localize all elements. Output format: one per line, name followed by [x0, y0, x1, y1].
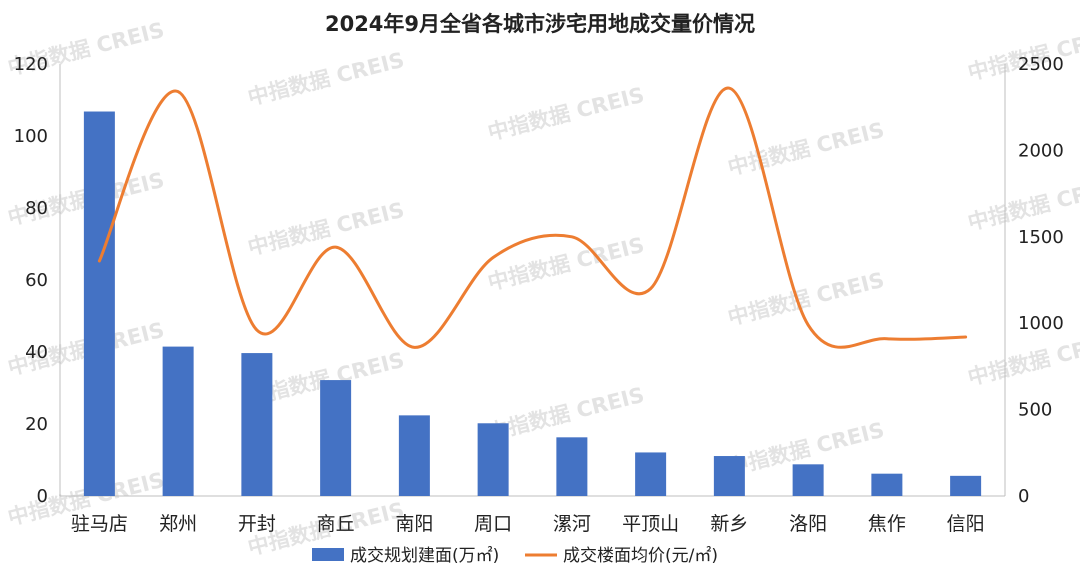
- category-label: 漯河: [553, 513, 591, 535]
- bar: [635, 452, 667, 496]
- legend-bar-label: 成交规划建面(万㎡): [350, 546, 499, 566]
- category-label: 洛阳: [789, 513, 827, 535]
- right-tick-label: 1500: [1018, 227, 1064, 248]
- watermark-text: 中指数据 CREIS: [485, 383, 646, 445]
- left-tick-label: 0: [37, 486, 48, 507]
- legend: 成交规划建面(万㎡) 成交楼面均价(元/㎡): [312, 546, 718, 566]
- category-label: 新乡: [710, 513, 748, 535]
- category-label: 驻马店: [71, 513, 128, 535]
- axes: 0 20 40 60 80 100 120 0 500 1000 1500 2000 2500 驻马店 郑州…: [14, 54, 1064, 535]
- watermark-text: 中指数据 CREIS: [965, 328, 1080, 390]
- left-tick-label: 20: [25, 414, 48, 435]
- bar: [950, 475, 982, 496]
- watermark-text: 中指数据 CREIS: [485, 83, 646, 145]
- bar: [241, 353, 273, 496]
- line-series: [97, 86, 968, 349]
- left-tick-label: 100: [14, 126, 48, 147]
- bar: [320, 380, 352, 496]
- watermark-text: 中指数据 CREIS: [245, 48, 406, 110]
- category-label: 郑州: [159, 513, 197, 535]
- category-label: 平顶山: [622, 513, 679, 535]
- left-tick-label: 60: [25, 270, 48, 291]
- legend-bar-swatch: [312, 548, 344, 561]
- left-tick-label: 80: [25, 198, 48, 219]
- category-label: 商丘: [317, 513, 355, 535]
- bar: [162, 346, 194, 496]
- right-tick-label: 1000: [1018, 313, 1064, 334]
- left-tick-label: 40: [25, 342, 48, 363]
- legend-line-label: 成交楼面均价(元/㎡): [563, 546, 718, 566]
- bar: [398, 415, 430, 496]
- bar: [792, 464, 824, 496]
- bar: [556, 437, 588, 496]
- left-tick-label: 120: [14, 54, 48, 75]
- right-tick-label: 2500: [1018, 54, 1064, 75]
- bar: [713, 456, 745, 496]
- right-tick-label: 2000: [1018, 140, 1064, 161]
- category-label: 周口: [474, 513, 512, 535]
- right-tick-label: 500: [1018, 400, 1052, 421]
- right-tick-label: 0: [1018, 486, 1029, 507]
- bar: [83, 111, 115, 497]
- category-label: 信阳: [947, 513, 985, 535]
- chart-title: 2024年9月全省各城市涉宅用地成交量价情况: [325, 12, 755, 36]
- bar-series: [83, 111, 982, 497]
- watermark-text: 中指数据 CREIS: [965, 173, 1080, 235]
- price-line: [97, 86, 968, 349]
- category-label: 南阳: [395, 513, 433, 535]
- category-label: 开封: [238, 513, 276, 535]
- bar: [477, 423, 509, 496]
- bar: [871, 473, 903, 496]
- category-label: 焦作: [868, 513, 906, 535]
